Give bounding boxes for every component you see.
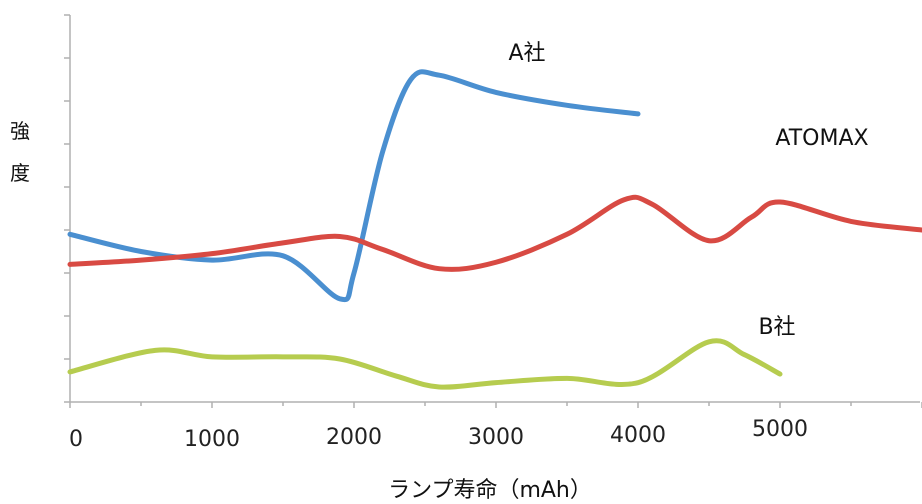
series-a-label: A社 xyxy=(508,41,545,66)
x-tick-label: 1000 xyxy=(184,427,240,452)
series-b-line xyxy=(67,338,783,390)
series-a-line xyxy=(67,69,641,303)
series-lines xyxy=(67,69,922,390)
x-tick-label: 5000 xyxy=(752,417,808,442)
x-tick-label: 2000 xyxy=(326,425,382,450)
x-tick-label: 3000 xyxy=(468,425,524,450)
axes: 0 1000 2000 3000 4000 5000 xyxy=(64,14,922,452)
x-tick-label: 4000 xyxy=(610,423,666,448)
y-axis-label: 強度 xyxy=(10,119,30,185)
series-atomax-label: ATOMAX xyxy=(775,126,868,151)
y-ticks xyxy=(64,14,70,403)
series-atomax-line xyxy=(67,194,922,272)
x-axis-label: ランプ寿命（mAh） xyxy=(388,478,592,503)
x-tick-label: 0 xyxy=(69,427,83,452)
series-labels: A社 ATOMAX B社 xyxy=(508,41,868,340)
x-ticks: 0 1000 2000 3000 4000 5000 xyxy=(69,402,922,452)
series-b-label: B社 xyxy=(758,315,795,340)
